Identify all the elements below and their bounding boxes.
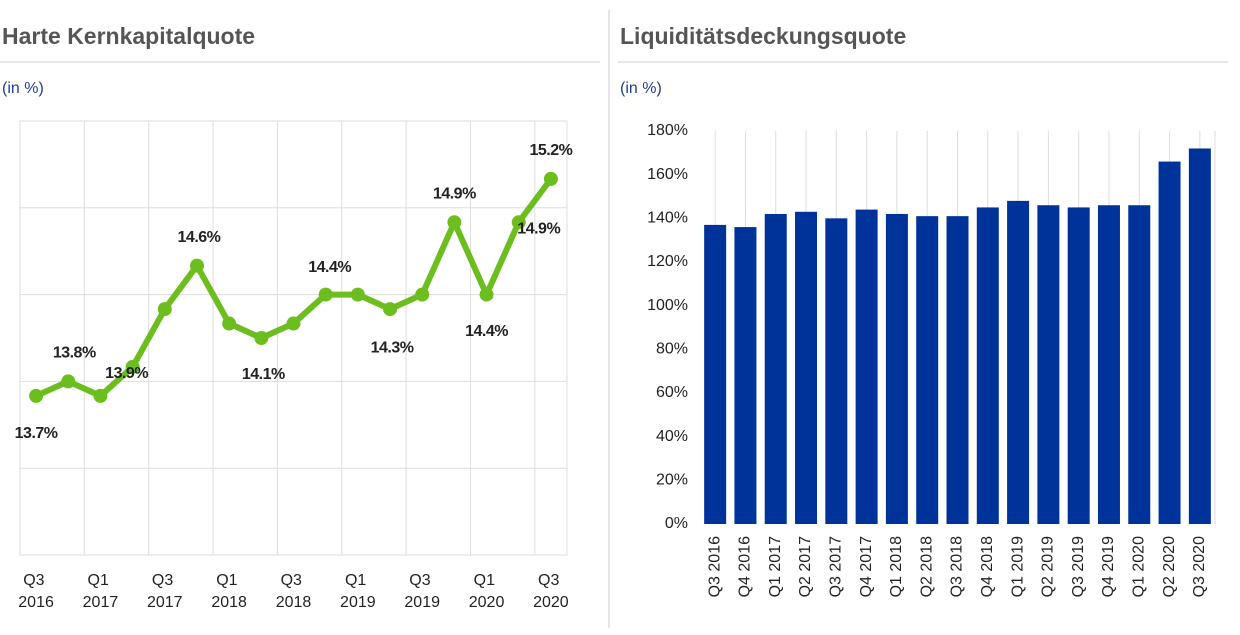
line-series xyxy=(34,177,554,399)
x-tick-label: Q1 2019 xyxy=(340,572,376,611)
x-tick-label: Q3 2018 xyxy=(949,536,966,597)
data-label: 13.8% xyxy=(53,345,96,362)
data-label: 14.4% xyxy=(308,259,351,276)
y-tick-label: 140% xyxy=(647,210,688,227)
chart-subtitle: (in %) xyxy=(2,80,44,97)
x-tick-label: Q3 2017 xyxy=(147,572,183,611)
y-tick-label: 20% xyxy=(656,472,688,489)
x-tick-label: Q1 2017 xyxy=(83,572,119,611)
point xyxy=(447,215,462,230)
y-tick-label: 180% xyxy=(647,122,688,139)
bar xyxy=(1158,161,1181,525)
point xyxy=(222,316,237,331)
data-label: 14.3% xyxy=(371,339,414,356)
x-tick-label: Q2 2020 xyxy=(1161,536,1178,597)
data-label: 14.4% xyxy=(465,323,508,340)
y-tick-label: 100% xyxy=(647,297,688,314)
bar xyxy=(1097,205,1120,524)
x-tick-label: Q3 2018 xyxy=(276,572,312,611)
point xyxy=(286,316,301,331)
data-label: 13.9% xyxy=(105,365,148,382)
point xyxy=(61,374,76,389)
bar xyxy=(734,227,757,525)
bar xyxy=(855,209,878,524)
point xyxy=(383,302,398,317)
bar xyxy=(825,218,848,525)
x-tick-label: Q1 2019 xyxy=(1009,536,1026,597)
y-tick-label: 160% xyxy=(647,166,688,183)
data-label: 14.6% xyxy=(178,229,221,246)
bar xyxy=(1007,200,1030,524)
bar xyxy=(1128,205,1151,524)
x-tick-label: Q4 2018 xyxy=(979,536,996,597)
point xyxy=(254,331,269,345)
x-tick-label: Q4 2019 xyxy=(1100,536,1117,597)
y-tick-label: 80% xyxy=(656,341,688,358)
x-tick-label: Q1 2020 xyxy=(1130,536,1147,597)
chart-subtitle: (in %) xyxy=(620,80,662,97)
x-tick-label: Q3 2019 xyxy=(1070,536,1087,597)
y-tick-label: 0% xyxy=(665,515,688,532)
data-label: 14.9% xyxy=(517,220,560,237)
x-tick-label: Q2 2017 xyxy=(797,536,814,597)
x-tick-label: Q3 2016 xyxy=(706,536,723,597)
point xyxy=(415,287,430,302)
data-label: 14.1% xyxy=(242,366,285,383)
point xyxy=(543,171,558,186)
point xyxy=(29,388,44,403)
bar xyxy=(976,207,999,524)
point xyxy=(318,287,333,302)
bar xyxy=(1188,148,1211,524)
x-tick-label: Q3 2020 xyxy=(533,572,569,611)
point xyxy=(350,287,365,302)
x-tick-label: Q4 2017 xyxy=(858,536,875,597)
point xyxy=(189,258,204,273)
x-tick-label: Q3 2019 xyxy=(404,572,440,611)
bar xyxy=(764,213,787,524)
data-label: 13.7% xyxy=(15,425,58,442)
bar xyxy=(1067,207,1090,524)
bar xyxy=(946,216,969,524)
point xyxy=(511,215,526,230)
data-label: 15.2% xyxy=(529,142,572,159)
x-tick-label: Q2 2018 xyxy=(918,536,935,597)
bar xyxy=(885,213,908,524)
bar xyxy=(916,216,939,524)
bar xyxy=(795,211,818,525)
point xyxy=(125,359,140,374)
chart-title: Liquiditätsdeckungsquote xyxy=(620,23,906,49)
x-tick-label: Q1 2020 xyxy=(469,572,505,611)
y-tick-label: 60% xyxy=(656,384,688,401)
point xyxy=(479,287,494,302)
point xyxy=(93,388,108,403)
x-tick-label: Q3 2017 xyxy=(828,536,845,597)
bar xyxy=(704,224,727,524)
y-tick-label: 120% xyxy=(647,253,688,270)
data-label: 14.9% xyxy=(433,185,476,202)
x-tick-label: Q2 2019 xyxy=(1040,536,1057,597)
x-tick-label: Q3 2020 xyxy=(1191,536,1208,597)
point xyxy=(157,302,172,317)
chart-title: Harte Kernkapitalquote xyxy=(2,23,255,49)
bar xyxy=(1037,205,1060,524)
x-tick-label: Q1 2018 xyxy=(888,536,905,597)
x-tick-label: Q3 2016 xyxy=(18,572,54,611)
x-tick-label: Q1 2018 xyxy=(211,572,247,611)
x-tick-label: Q4 2016 xyxy=(737,536,754,597)
y-tick-label: 40% xyxy=(656,428,688,445)
x-tick-label: Q1 2017 xyxy=(767,536,784,597)
